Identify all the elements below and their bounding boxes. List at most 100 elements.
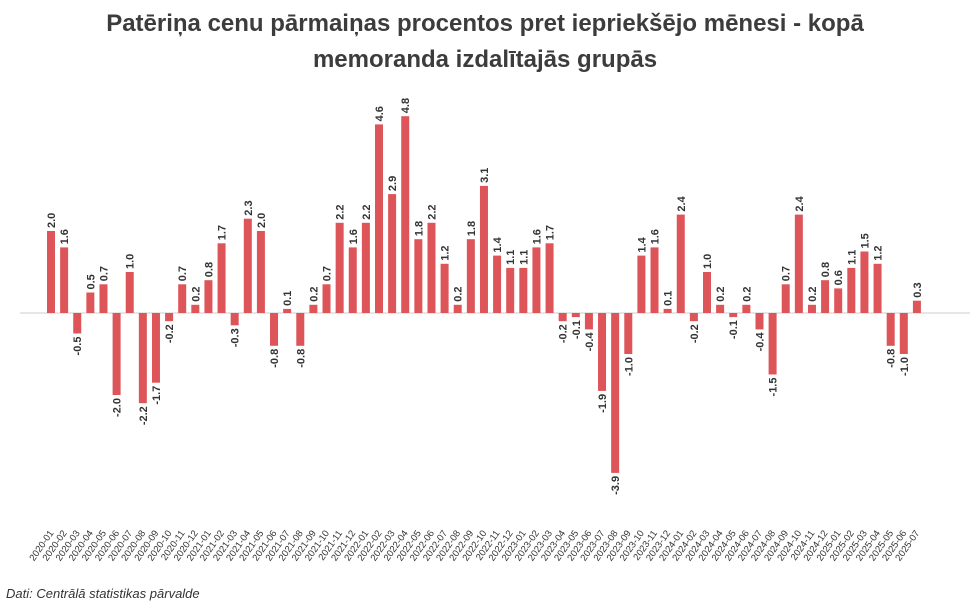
data-label-2024-11: 0.2 <box>807 287 819 302</box>
bar-2020-12 <box>191 304 200 313</box>
bar-2025-07 <box>912 300 921 313</box>
data-label-2023-01: 1.1 <box>518 250 530 265</box>
data-label-2023-08: -3.9 <box>610 476 622 495</box>
bar-2020-08 <box>138 313 147 404</box>
data-label-2024-06: 0.2 <box>741 287 753 302</box>
bar-2021-10 <box>322 284 331 313</box>
data-label-2021-12: 1.6 <box>348 229 360 244</box>
bar-2024-10 <box>794 214 803 313</box>
data-label-2020-07: 1.0 <box>125 254 137 269</box>
bar-2020-10 <box>165 313 174 322</box>
data-label-2020-10: -0.2 <box>164 324 176 343</box>
data-label-2021-08: -0.8 <box>295 349 307 368</box>
data-label-2020-11: 0.7 <box>177 266 189 281</box>
data-label-2020-06: -2.0 <box>112 398 124 417</box>
bar-2022-07 <box>440 263 449 313</box>
bar-2022-01 <box>361 222 370 313</box>
bar-2023-02 <box>532 247 541 313</box>
bar-2021-09 <box>309 304 318 313</box>
data-label-2025-04: 1.2 <box>873 246 885 261</box>
data-label-2020-04: 0.5 <box>85 274 97 289</box>
bar-2021-07 <box>283 308 292 313</box>
data-label-2021-04: 2.3 <box>243 200 255 215</box>
data-label-2024-05: -0.1 <box>728 320 740 339</box>
bar-2021-01 <box>204 280 213 313</box>
data-label-2023-07: -1.9 <box>597 394 609 413</box>
bar-2020-06 <box>112 313 121 395</box>
x-tick-labels-layer: 2020-012020-022020-032020-042020-052020-… <box>27 528 922 563</box>
bar-2022-03 <box>388 194 397 313</box>
bar-2022-04 <box>401 116 410 313</box>
data-label-2024-01: 2.4 <box>676 195 688 211</box>
data-label-2024-02: -0.2 <box>689 324 701 343</box>
data-label-2025-06: -1.0 <box>899 357 911 376</box>
data-label-2020-01: 2.0 <box>46 213 58 228</box>
data-label-2022-10: 3.1 <box>479 168 491 183</box>
bar-2022-06 <box>427 222 436 313</box>
data-label-2020-09: -1.7 <box>151 386 163 405</box>
data-label-2022-11: 1.4 <box>492 236 504 252</box>
data-labels-layer: 2.01.6-0.50.50.7-2.01.0-2.2-1.7-0.20.70.… <box>46 98 924 495</box>
bar-2023-09 <box>624 313 633 354</box>
data-label-2020-05: 0.7 <box>98 266 110 281</box>
data-label-2021-11: 2.2 <box>335 205 347 220</box>
bar-2024-12 <box>821 280 830 313</box>
bar-2024-02 <box>689 313 698 322</box>
data-label-2022-09: 1.8 <box>466 221 478 236</box>
data-label-2020-02: 1.6 <box>59 229 71 244</box>
bar-2022-05 <box>414 239 423 313</box>
bar-2020-05 <box>99 284 108 313</box>
bar-2023-04 <box>558 313 567 322</box>
data-label-2020-12: 0.2 <box>190 287 202 302</box>
bar-2020-07 <box>125 272 134 313</box>
source-note: Dati: Centrālā statistikas pārvalde <box>6 586 200 601</box>
bar-2020-03 <box>73 313 82 334</box>
bar-2023-10 <box>637 255 646 313</box>
data-label-2021-01: 0.8 <box>203 262 215 277</box>
data-label-2022-05: 1.8 <box>413 221 425 236</box>
bar-2023-03 <box>545 243 554 313</box>
data-label-2022-03: 2.9 <box>387 176 399 191</box>
bar-2025-03 <box>860 251 869 313</box>
data-label-2025-03: 1.5 <box>859 233 871 248</box>
bar-2024-09 <box>781 284 790 313</box>
data-label-2020-08: -2.2 <box>138 406 150 425</box>
bar-2023-01 <box>519 267 528 313</box>
bar-2025-01 <box>834 288 843 313</box>
bar-2023-07 <box>598 313 607 391</box>
data-label-2022-04: 4.8 <box>400 98 412 113</box>
data-label-2022-01: 2.2 <box>361 205 373 220</box>
data-label-2021-03: -0.3 <box>230 328 242 347</box>
bar-2020-02 <box>60 247 69 313</box>
data-label-2021-07: 0.1 <box>282 291 294 306</box>
data-label-2023-09: -1.0 <box>623 357 635 376</box>
bar-2021-04 <box>243 218 252 313</box>
data-label-2022-07: 1.2 <box>440 246 452 261</box>
data-label-2025-02: 1.1 <box>846 250 858 265</box>
data-label-2024-03: 1.0 <box>702 254 714 269</box>
data-label-2024-04: 0.2 <box>715 287 727 302</box>
data-label-2025-05: -0.8 <box>886 349 898 368</box>
bar-2023-08 <box>611 313 620 473</box>
bar-2021-05 <box>256 231 265 313</box>
bar-2024-04 <box>716 304 725 313</box>
data-label-2023-05: -0.1 <box>571 320 583 339</box>
bar-2022-11 <box>493 255 502 313</box>
data-label-2024-10: 2.4 <box>794 195 806 211</box>
bar-2021-03 <box>230 313 239 326</box>
bar-2025-05 <box>886 313 895 346</box>
data-label-2025-01: 0.6 <box>833 270 845 285</box>
bar-2024-01 <box>676 214 685 313</box>
bar-2025-02 <box>847 267 856 313</box>
bar-2023-05 <box>571 313 580 318</box>
data-label-2022-02: 4.6 <box>374 106 386 121</box>
bar-2023-06 <box>584 313 593 330</box>
data-label-2024-12: 0.8 <box>820 262 832 277</box>
bar-2020-01 <box>47 231 55 313</box>
bar-2021-12 <box>348 247 357 313</box>
bar-2024-03 <box>703 272 711 313</box>
chart-title: Patēriņa cenu pārmaiņas procentos pret i… <box>106 10 864 73</box>
data-label-2024-08: -1.5 <box>768 378 780 397</box>
bar-2024-06 <box>742 304 751 313</box>
